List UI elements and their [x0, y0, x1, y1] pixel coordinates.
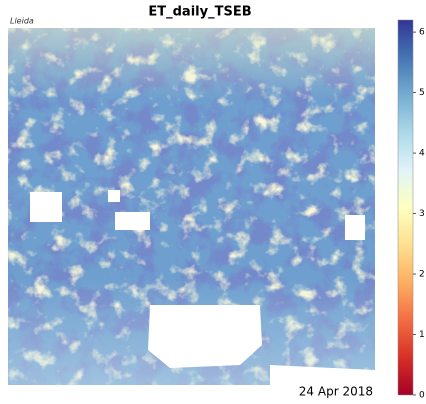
title: ET_daily_TSEB [148, 5, 251, 20]
colorbar-tick-label: 0 [419, 391, 425, 401]
colorbar-tick-label: 1 [419, 330, 425, 340]
colorbar-tick-label: 5 [419, 88, 425, 98]
colorbar-tick-label: 3 [419, 209, 425, 219]
figure: ET_daily_TSEB Lleida 24 Apr 2018 0 1 2 3 4 5 6 [0, 0, 426, 400]
colorbar [398, 20, 413, 395]
colorbar-tick-label: 2 [419, 270, 425, 280]
date-label: 24 Apr 2018 [299, 385, 373, 399]
raster [8, 28, 375, 395]
colorbar-tick-label: 6 [419, 28, 425, 38]
colorbar-tick-label: 4 [419, 149, 425, 159]
region-label: Lleida [10, 17, 34, 26]
